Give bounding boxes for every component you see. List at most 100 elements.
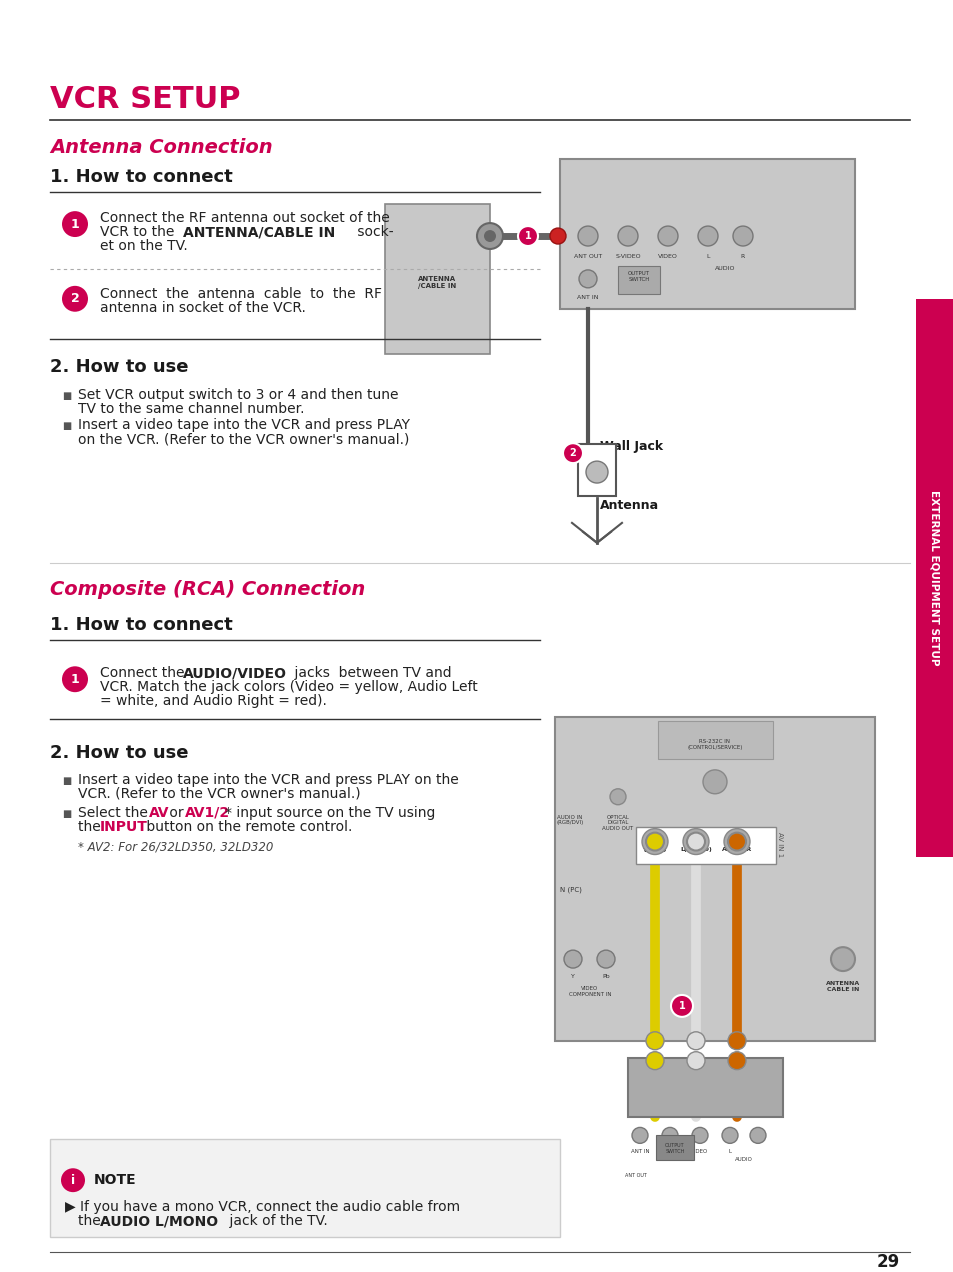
Text: Y: Y [571, 974, 575, 979]
Bar [559, 159, 854, 309]
Text: 1: 1 [71, 218, 79, 230]
Text: 1: 1 [678, 1001, 684, 1011]
Bar [385, 205, 490, 354]
Bar [627, 1058, 782, 1118]
Text: * input source on the TV using: * input source on the TV using [225, 805, 435, 819]
Circle shape [698, 226, 718, 245]
Text: * AV2: For 26/32LD350, 32LD320: * AV2: For 26/32LD350, 32LD320 [78, 841, 274, 854]
Circle shape [682, 828, 708, 855]
Circle shape [62, 286, 88, 312]
Bar [578, 444, 616, 496]
Text: AUDIO/VIDEO: AUDIO/VIDEO [183, 667, 287, 681]
Text: TV to the same channel number.: TV to the same channel number. [78, 402, 304, 416]
Text: N (PC): N (PC) [559, 887, 581, 893]
Circle shape [727, 1032, 745, 1049]
Text: S-VIDEO: S-VIDEO [615, 254, 640, 259]
Text: Connect the: Connect the [100, 667, 189, 681]
Text: ■: ■ [62, 392, 71, 402]
Text: OUTPUT
SWITCH: OUTPUT SWITCH [664, 1144, 684, 1154]
Circle shape [723, 828, 749, 855]
Bar [50, 1140, 559, 1236]
Circle shape [727, 833, 745, 851]
Text: VIDEO: VIDEO [658, 254, 678, 259]
Text: INPUT: INPUT [100, 819, 148, 833]
Circle shape [645, 1032, 663, 1049]
Text: AUDIO IN
(RGB/DVI): AUDIO IN (RGB/DVI) [556, 814, 583, 826]
Text: 1. How to connect: 1. How to connect [50, 168, 233, 186]
Text: NOTE: NOTE [94, 1173, 136, 1187]
Circle shape [61, 1168, 85, 1192]
Circle shape [578, 226, 598, 245]
Circle shape [661, 1127, 678, 1144]
Text: 29: 29 [876, 1253, 899, 1271]
Circle shape [550, 228, 565, 244]
Circle shape [691, 1127, 707, 1144]
Bar [555, 717, 874, 1040]
Text: ANTENNA
CABLE IN: ANTENNA CABLE IN [825, 981, 860, 992]
Circle shape [618, 226, 638, 245]
Text: 1: 1 [524, 232, 531, 240]
Text: Insert a video tape into the VCR and press PLAY: Insert a video tape into the VCR and pre… [78, 418, 410, 432]
Text: Select the: Select the [78, 805, 152, 819]
Text: ANT OUT: ANT OUT [574, 254, 601, 259]
Bar [915, 299, 953, 856]
Text: ANTENNA/CABLE IN: ANTENNA/CABLE IN [183, 225, 335, 239]
Text: 2: 2 [71, 293, 79, 305]
Text: AUDIO-R: AUDIO-R [721, 847, 751, 851]
Text: AV: AV [149, 805, 170, 819]
Text: Wall Jack: Wall Jack [599, 440, 662, 453]
Text: Set VCR output switch to 3 or 4 and then tune: Set VCR output switch to 3 or 4 and then… [78, 388, 398, 402]
Circle shape [562, 443, 582, 463]
Text: OUTPUT
SWITCH: OUTPUT SWITCH [627, 271, 649, 281]
Text: button on the remote control.: button on the remote control. [142, 819, 352, 833]
Text: i: i [71, 1174, 75, 1187]
Text: ■: ■ [62, 421, 71, 431]
Text: AV IN 1: AV IN 1 [776, 832, 782, 857]
Circle shape [670, 995, 692, 1016]
Circle shape [721, 1127, 738, 1144]
Text: Connect the RF antenna out socket of the: Connect the RF antenna out socket of the [100, 211, 390, 225]
Bar [636, 827, 775, 865]
Text: AUDIO: AUDIO [735, 1158, 752, 1163]
Circle shape [658, 226, 678, 245]
Text: Antenna: Antenna [599, 500, 659, 513]
Text: VCR to the: VCR to the [100, 225, 178, 239]
Text: Antenna Connection: Antenna Connection [50, 137, 273, 156]
Text: or: or [165, 805, 188, 819]
Text: VCR SETUP: VCR SETUP [50, 85, 240, 114]
Circle shape [609, 789, 625, 805]
Text: Pb: Pb [601, 974, 609, 979]
Text: sock-: sock- [353, 225, 394, 239]
Text: jack of the TV.: jack of the TV. [225, 1213, 328, 1227]
Text: S-VIDEO: S-VIDEO [659, 1150, 680, 1154]
Bar [618, 266, 659, 294]
Text: Connect  the  antenna  cable  to  the  RF: Connect the antenna cable to the RF [100, 286, 381, 301]
Circle shape [597, 950, 615, 968]
Circle shape [483, 230, 496, 242]
Circle shape [62, 667, 88, 692]
Text: = white, and Audio Right = red).: = white, and Audio Right = red). [100, 695, 327, 709]
Circle shape [585, 462, 607, 483]
Text: the: the [78, 819, 105, 833]
Text: ANT IN: ANT IN [577, 295, 598, 300]
Text: R: R [740, 254, 744, 259]
Text: VCR. Match the jack colors (Video = yellow, Audio Left: VCR. Match the jack colors (Video = yell… [100, 681, 477, 695]
Text: VCR. (Refer to the VCR owner's manual.): VCR. (Refer to the VCR owner's manual.) [78, 787, 360, 801]
Text: 2. How to use: 2. How to use [50, 744, 189, 762]
Text: antenna in socket of the VCR.: antenna in socket of the VCR. [100, 300, 306, 314]
Text: ■: ■ [62, 809, 71, 819]
Text: L: L [728, 1150, 731, 1154]
Circle shape [686, 1032, 704, 1049]
Circle shape [641, 828, 667, 855]
Circle shape [578, 270, 597, 287]
Text: Composite (RCA) Connection: Composite (RCA) Connection [50, 580, 365, 599]
Circle shape [645, 833, 663, 851]
Circle shape [830, 948, 854, 971]
Text: 2: 2 [569, 448, 576, 458]
Text: ANTENNA
/CABLE IN: ANTENNA /CABLE IN [417, 276, 456, 289]
Circle shape [476, 223, 502, 249]
Text: AUDIO L/MONO: AUDIO L/MONO [100, 1213, 218, 1227]
Text: et on the TV.: et on the TV. [100, 239, 188, 253]
Circle shape [517, 226, 537, 245]
Circle shape [749, 1127, 765, 1144]
